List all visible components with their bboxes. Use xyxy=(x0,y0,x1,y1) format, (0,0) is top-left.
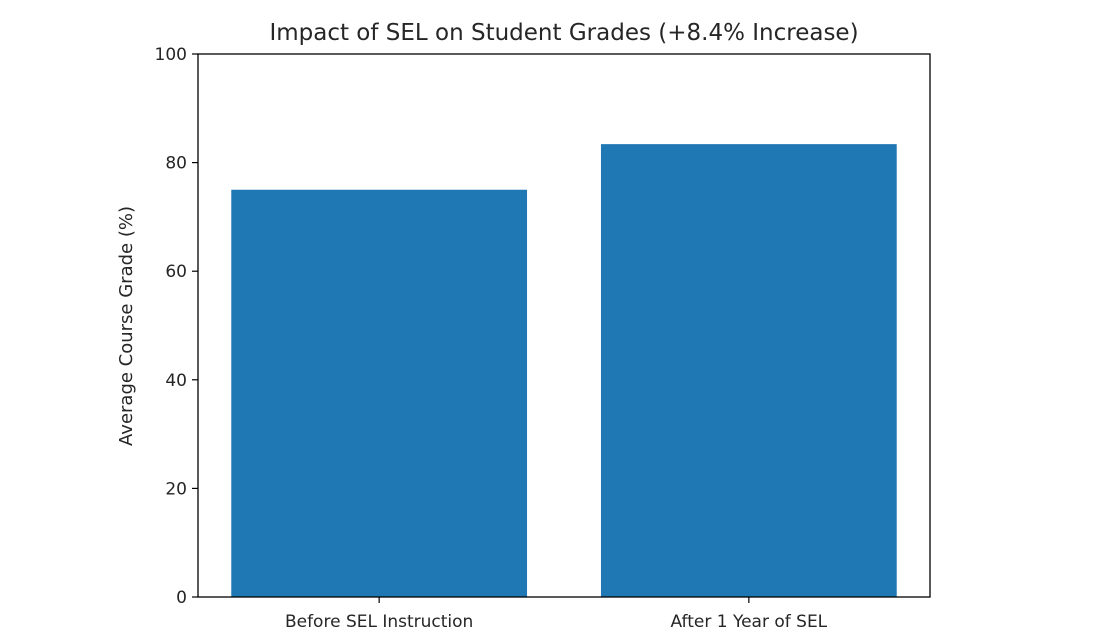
chart-title: Impact of SEL on Student Grades (+8.4% I… xyxy=(269,20,858,46)
ticks-layer: Before SEL Instruction After 1 Year of SE… xyxy=(155,45,828,632)
y-axis-label: Average Course Grade (%) xyxy=(116,206,137,446)
bars-layer xyxy=(231,144,897,597)
y-tick-label-20: 20 xyxy=(165,479,187,499)
y-tick-label-100: 100 xyxy=(155,45,187,65)
y-tick-label-60: 60 xyxy=(165,262,187,282)
y-tick-label-0: 0 xyxy=(176,588,187,608)
bar-1 xyxy=(231,189,528,597)
y-tick-label-40: 40 xyxy=(165,371,187,391)
plot-frame xyxy=(197,53,931,598)
y-tick-label-80: 80 xyxy=(165,154,187,174)
x-tick-label-1: Before SEL Instruction xyxy=(285,612,473,632)
x-tick-label-2: After 1 Year of SEL xyxy=(671,612,828,632)
bar-2 xyxy=(600,144,897,597)
